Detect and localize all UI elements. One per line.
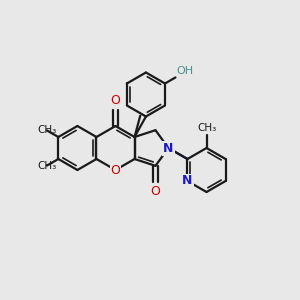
Text: OH: OH (176, 66, 194, 76)
Text: N: N (182, 175, 193, 188)
Text: O: O (111, 94, 120, 106)
Text: CH₃: CH₃ (37, 160, 56, 171)
Text: O: O (151, 185, 160, 198)
Text: CH₃: CH₃ (197, 123, 216, 133)
Text: CH₃: CH₃ (37, 125, 56, 135)
Text: N: N (163, 142, 174, 154)
Text: O: O (111, 164, 120, 176)
